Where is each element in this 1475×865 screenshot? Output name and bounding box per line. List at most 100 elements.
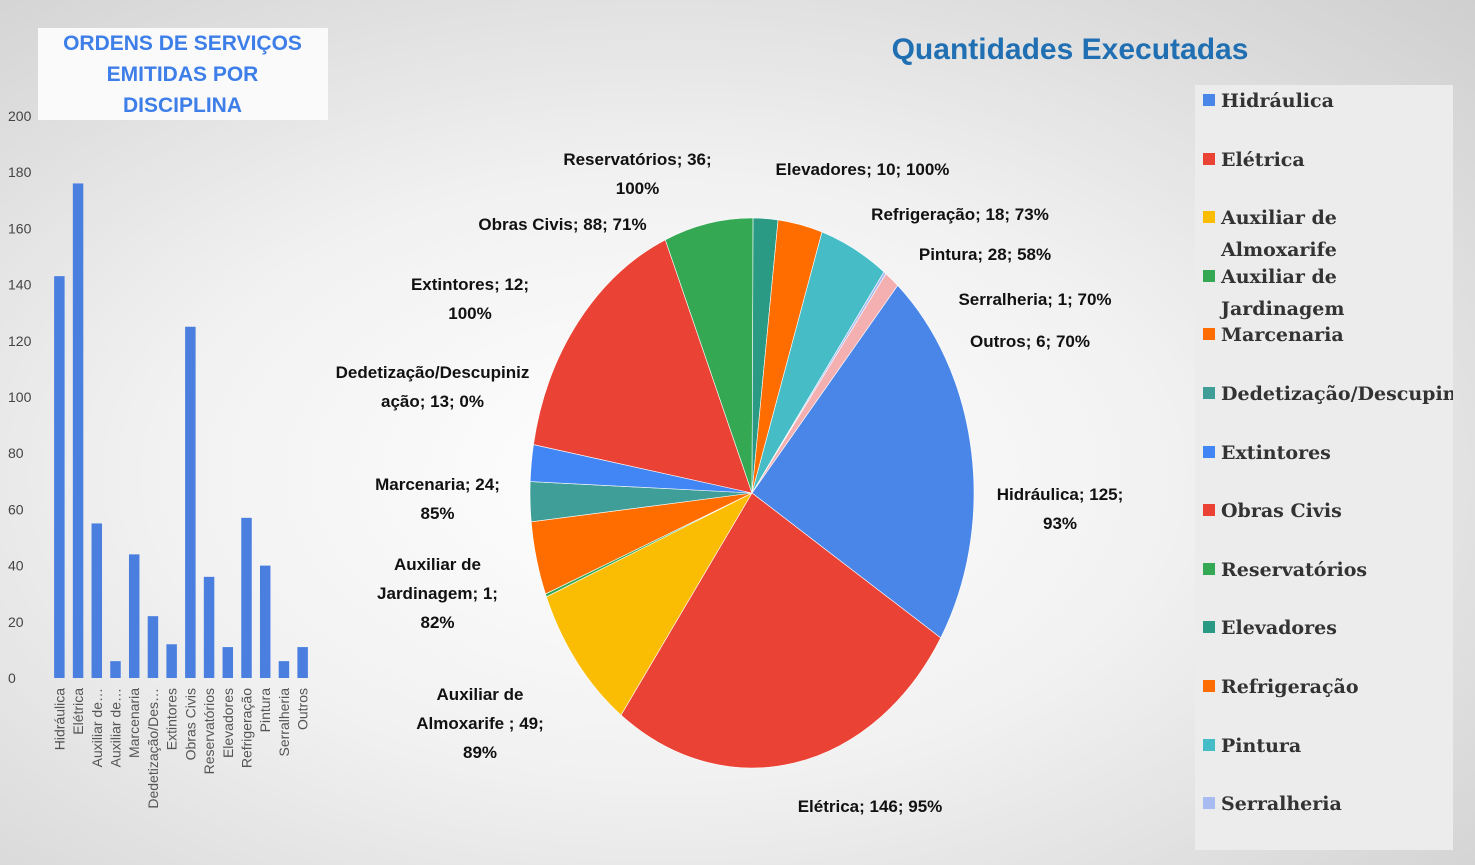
legend-item: Extintores [1203,437,1448,495]
legend-swatch [1203,328,1215,341]
x-tick-label: Reservatórios [201,688,217,774]
y-tick-label: 200 [8,108,32,124]
legend-swatch [1203,445,1215,458]
x-tick-label: Extintores [164,688,180,750]
data-label: Hidráulica; 125; 93% [996,485,1124,533]
legend-label: Auxiliar de Almoxarife [1221,207,1337,262]
legend-swatch [1203,152,1215,165]
bar [278,661,290,678]
legend-swatch [1203,562,1215,575]
bar [128,554,140,678]
y-tick-label: 180 [8,164,32,180]
legend-item: Serralheria [1203,788,1448,846]
y-tick-label: 140 [8,277,32,293]
legend-item: Marcenaria [1203,319,1448,377]
x-tick-label: Marcenaria [126,688,142,758]
bar [297,647,308,678]
bar [54,276,65,678]
x-tick-label: Obras Civis [182,688,198,760]
legend-label: Serralheria [1221,793,1342,816]
pie-slice [620,492,942,769]
bar [91,523,103,678]
legend-label: Hidráulica [1221,90,1334,112]
bar [185,326,196,678]
pie-slice [546,492,753,716]
y-tick-label: 120 [8,333,32,349]
bar [241,517,252,678]
legend-swatch [1203,504,1215,517]
legend-swatch [1203,738,1215,751]
y-tick-label: 0 [8,670,16,686]
legend-swatch [1203,797,1215,810]
pie-slice [664,217,754,494]
legend-item: Obras Civis [1203,495,1448,553]
data-label: Serralheria; 1; 70% [958,290,1112,309]
data-label: Reservatórios; 36; 100% [563,150,712,198]
data-label: Elétrica; 146; 95% [797,797,943,816]
data-label: Extintores; 12; 100% [410,275,530,323]
bar-title-panel [38,28,328,120]
legend: Hidráulica Elétrica Auxiliar de Almoxarife… [1195,85,1453,850]
bar [72,183,84,678]
x-tick-label: Auxiliar de… [89,688,105,767]
y-tick-label: 20 [8,614,24,630]
legend-swatch [1203,269,1215,282]
legend-item: Auxiliar de Jardinagem [1203,261,1448,320]
legend-label: Reservatórios [1221,558,1368,581]
legend-item: Auxiliar de Almoxarife [1203,202,1448,262]
y-tick-label: 80 [8,445,24,461]
bar [259,565,271,678]
legend-swatch [1203,680,1215,692]
legend-item: Hidráulica [1203,85,1448,143]
legend-label: Pintura [1221,734,1302,757]
x-tick-label: Serralheria [276,688,292,757]
bar [203,576,215,678]
data-label: Refrigeração; 18; 73% [871,205,1049,224]
legend-item: Refrigeração [1203,671,1448,729]
y-tick-label: 160 [8,220,32,236]
legend-label: Refrigeração [1221,676,1359,698]
x-tick-label: Elevadores [220,688,236,758]
legend-item: Elevadores [1203,612,1448,670]
data-label: Outros; 6; 70% [970,332,1090,351]
x-tick-label: Pintura [257,688,273,733]
legend-label: Extintores [1221,441,1331,464]
legend-swatch [1203,621,1215,634]
legend-label: Elevadores [1221,617,1337,640]
data-label: Elevadores; 10; 100% [775,160,950,179]
pie-slice [751,273,899,494]
legend-label: Marcenaria [1221,324,1344,347]
data-label: Pintura; 28; 58% [918,245,1052,264]
legend-item: Dedetização/Descupinização [1203,378,1453,436]
bar [110,661,121,678]
legend-label: Dedetização/Descupinização [1221,383,1453,405]
pie-slice [533,239,753,494]
bar [147,616,159,678]
legend-swatch [1203,387,1215,399]
x-tick-label: Refrigeração [239,688,255,768]
data-label: Marcenaria; 24; 85% [375,475,500,523]
bar [222,647,234,678]
legend-label: Obras Civis [1221,500,1342,523]
legend-swatch [1203,211,1215,224]
data-label: Auxiliar de Almoxarife ; 49; 89% [416,685,544,762]
data-label: Auxiliar de Jardinagem; 1; 82% [377,555,498,632]
pie-slice [751,284,975,639]
x-tick-label: Dedetização/Des… [145,688,161,809]
bar [166,644,177,678]
legend-swatch [1203,94,1215,106]
bar-title: ORDENS DE SERVIÇOS EMITIDAS POR DISCIPLI… [63,32,302,117]
y-tick-label: 60 [8,501,24,517]
data-label: Obras Civis; 88; 71% [478,215,647,234]
legend-label: Elétrica [1221,148,1305,171]
legend-label: Auxiliar de Jardinagem [1221,265,1345,320]
data-label: Dedetização/Descupinização; 13; 0% [335,363,530,411]
legend-item: Elétrica [1203,144,1448,202]
legend-item: Pintura [1203,730,1448,788]
x-tick-label: Hidráulica [51,688,67,750]
x-tick-label: Auxiliar de… [108,688,124,767]
y-tick-label: 40 [8,558,24,574]
pie-title: Quantidades Executadas [891,33,1249,66]
